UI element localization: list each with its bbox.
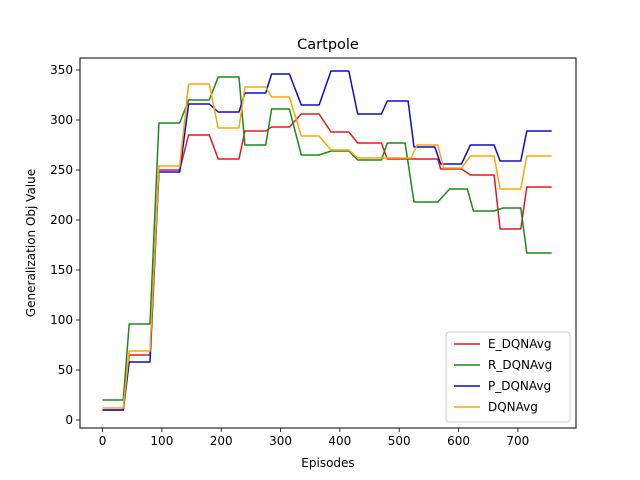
legend: E_DQNAvg R_DQNAvg P_DQNAvg DQNAvg xyxy=(445,331,571,423)
series-line-1 xyxy=(102,76,552,401)
y-tick-label: 100 xyxy=(50,313,73,327)
x-tick-label: 400 xyxy=(328,434,351,448)
x-tick-label: 600 xyxy=(447,434,470,448)
x-tick-label: 200 xyxy=(210,434,233,448)
legend-label: DQNAvg xyxy=(488,400,538,414)
series-line-2 xyxy=(102,70,552,411)
x-tick-label: 500 xyxy=(388,434,411,448)
y-tick-label: 300 xyxy=(50,113,73,127)
x-tick-label: 300 xyxy=(269,434,292,448)
x-tick-label: 0 xyxy=(99,434,107,448)
x-axis: 0 100 200 300 400 500 600 700 xyxy=(99,428,529,448)
y-tick-label: 150 xyxy=(50,263,73,277)
y-axis: 0 50 100 150 200 250 300 350 xyxy=(50,63,80,427)
legend-label: P_DQNAvg xyxy=(488,379,551,393)
y-tick-label: 50 xyxy=(58,363,73,377)
y-tick-label: 0 xyxy=(65,413,73,427)
x-tick-label: 700 xyxy=(506,434,529,448)
chart-title: Cartpole xyxy=(297,37,359,53)
y-tick-label: 350 xyxy=(50,63,73,77)
legend-label: E_DQNAvg xyxy=(488,337,551,351)
legend-box xyxy=(445,331,571,423)
x-axis-label: Episodes xyxy=(301,456,354,470)
y-tick-label: 200 xyxy=(50,213,73,227)
y-axis-label: Generalization Obj Value xyxy=(24,169,38,317)
plot-frame xyxy=(79,57,577,429)
y-tick-label: 250 xyxy=(50,163,73,177)
x-tick-label: 100 xyxy=(150,434,173,448)
legend-label: R_DQNAvg xyxy=(488,358,552,372)
plot-lines xyxy=(102,70,552,411)
series-line-3 xyxy=(102,83,552,409)
